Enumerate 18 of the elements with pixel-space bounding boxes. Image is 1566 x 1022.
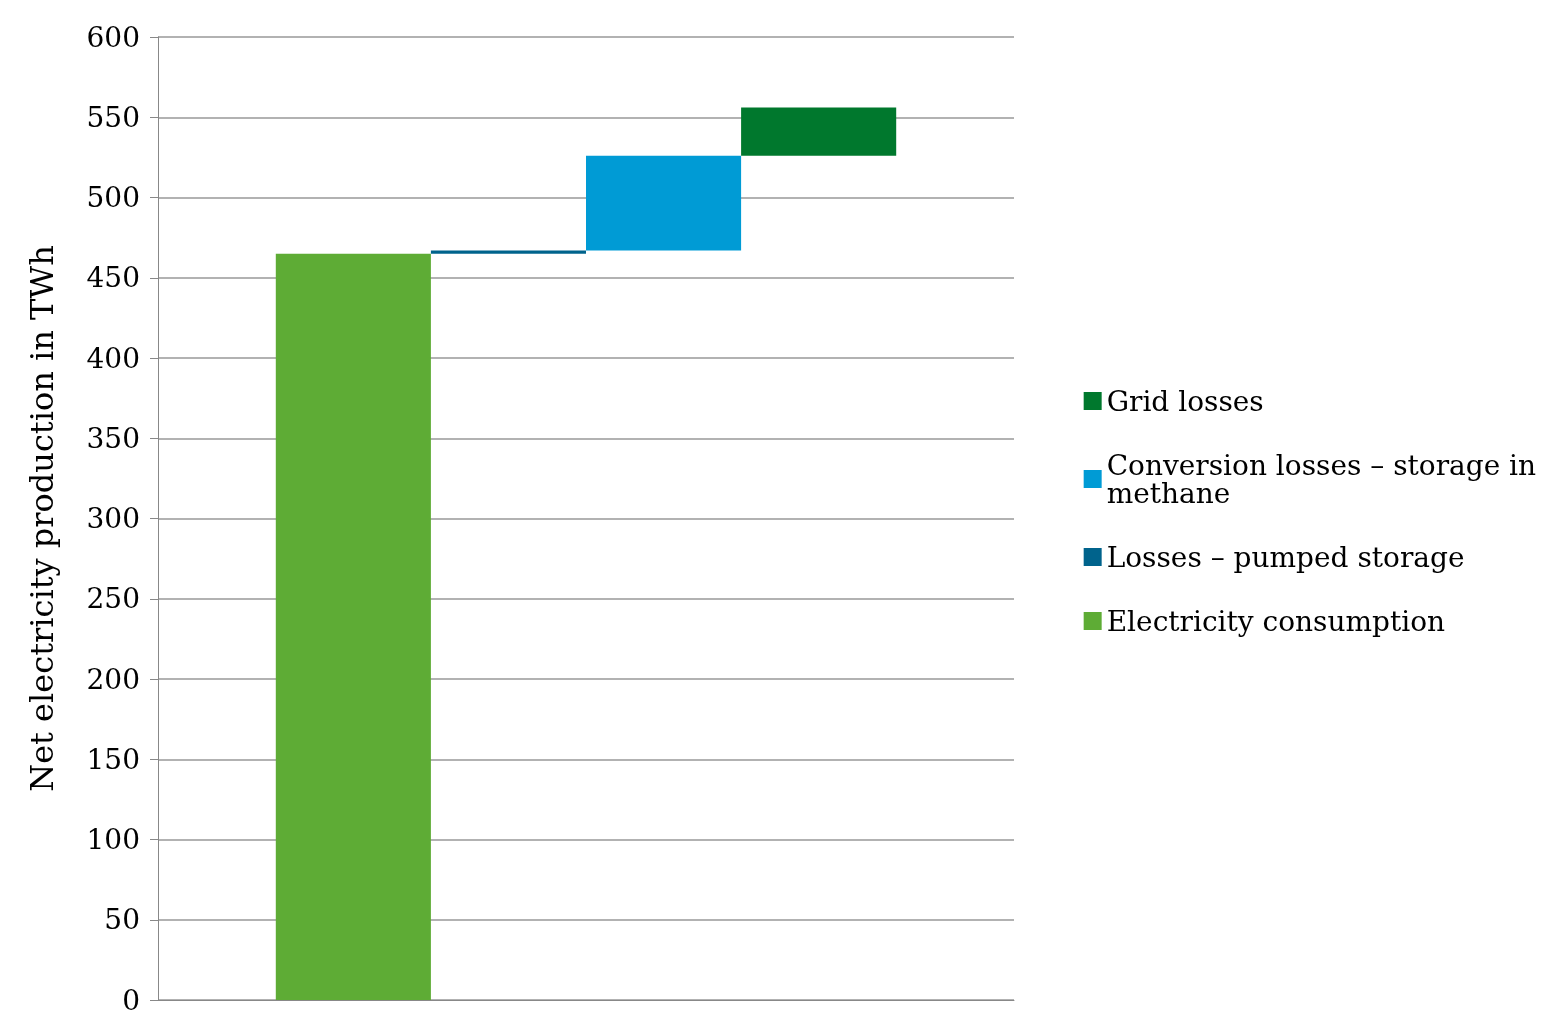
legend-label: Grid losses [1106, 384, 1264, 418]
y-tick-label: 500 [86, 181, 140, 214]
y-tick-label: 350 [86, 421, 140, 455]
legend-label: Electricity consumption [1106, 604, 1446, 638]
y-tick-label: 100 [86, 823, 140, 856]
y-axis-title: Net electricity production in TWh [23, 245, 61, 792]
legend-label: Losses – pumped storage [1106, 540, 1465, 574]
y-tick-label: 400 [86, 341, 140, 375]
y-tick-label: 450 [86, 261, 140, 295]
legend-label: Conversion losses – storage in methane [1106, 448, 1546, 510]
y-tick-label: 300 [86, 502, 140, 535]
y-tick-label: 550 [86, 100, 140, 134]
y-tick-label: 50 [104, 903, 140, 937]
y-tick-label: 0 [122, 983, 140, 1017]
y-tick-label: 150 [86, 742, 140, 776]
y-tick-label: 600 [86, 20, 140, 54]
y-tick-label: 200 [86, 662, 140, 696]
y-tick-label: 250 [86, 582, 140, 616]
